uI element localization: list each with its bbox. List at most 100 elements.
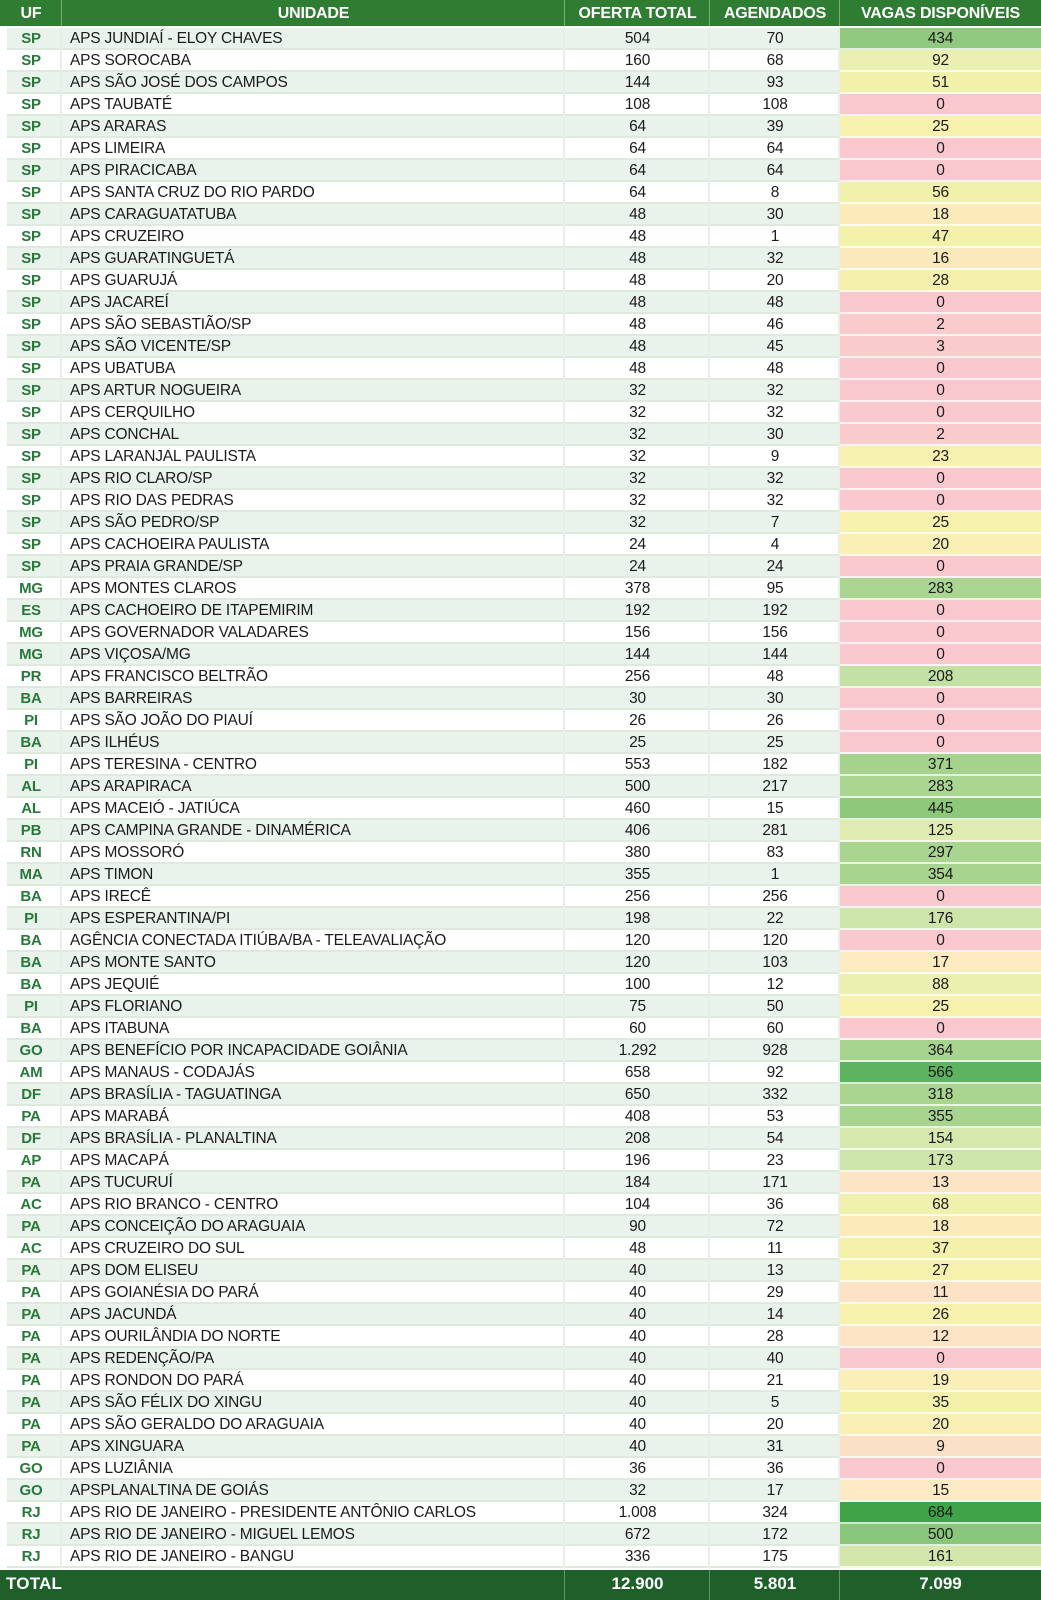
cell-oferta: 144: [565, 72, 710, 94]
cell-unidade: APS TERESINA - CENTRO: [62, 754, 565, 776]
table-row: PB APS CAMPINA GRANDE - DINAMÉRICA 406 281 1…: [0, 820, 1041, 842]
cell-unidade: APS JACUNDÁ: [62, 1304, 565, 1326]
table-row: DF APS BRASÍLIA - TAGUATINGA 650 332 318: [0, 1084, 1041, 1106]
cell-unidade: APS TUCURUÍ: [62, 1172, 565, 1194]
cell-uf: SP: [0, 490, 62, 512]
table-row: SP APS SANTA CRUZ DO RIO PARDO 64 8 56: [0, 182, 1041, 204]
cell-unidade: APS SOROCABA: [62, 50, 565, 72]
cell-oferta: 156: [565, 622, 710, 644]
cell-unidade: APS MARABÁ: [62, 1106, 565, 1128]
cell-vagas: 0: [840, 600, 1041, 622]
cell-uf: AC: [0, 1238, 62, 1260]
cell-unidade: APS RONDON DO PARÁ: [62, 1370, 565, 1392]
cell-uf: SP: [0, 28, 62, 50]
cell-oferta: 504: [565, 28, 710, 50]
table-row: MA APS TIMON 355 1 354: [0, 864, 1041, 886]
cell-oferta: 64: [565, 138, 710, 160]
cell-unidade: APS BRASÍLIA - TAGUATINGA: [62, 1084, 565, 1106]
cell-oferta: 64: [565, 116, 710, 138]
cell-unidade: APS ILHÉUS: [62, 732, 565, 754]
cell-unidade: APS RIO DE JANEIRO - MIGUEL LEMOS: [62, 1524, 565, 1546]
cell-unidade: APS OURILÂNDIA DO NORTE: [62, 1326, 565, 1348]
cell-uf: BA: [0, 886, 62, 908]
cell-oferta: 672: [565, 1524, 710, 1546]
cell-uf: SP: [0, 468, 62, 490]
cell-agendados: 22: [710, 908, 840, 930]
cell-agendados: 30: [710, 424, 840, 446]
cell-agendados: 30: [710, 688, 840, 710]
table-row: MG APS VIÇOSA/MG 144 144 0: [0, 644, 1041, 666]
cell-vagas: 18: [840, 1216, 1041, 1238]
cell-vagas: 12: [840, 1326, 1041, 1348]
cell-uf: SP: [0, 204, 62, 226]
cell-unidade: APS FLORIANO: [62, 996, 565, 1018]
total-agendados: 5.801: [710, 1568, 840, 1600]
cell-uf: SP: [0, 226, 62, 248]
table-row: PA APS SÃO GERALDO DO ARAGUAIA 40 20 20: [0, 1414, 1041, 1436]
cell-oferta: 75: [565, 996, 710, 1018]
cell-oferta: 40: [565, 1436, 710, 1458]
cell-unidade: APS IRECÊ: [62, 886, 565, 908]
cell-uf: AP: [0, 1150, 62, 1172]
cell-uf: GO: [0, 1458, 62, 1480]
cell-uf: GO: [0, 1480, 62, 1502]
table-row: SP APS SOROCABA 160 68 92: [0, 50, 1041, 72]
cell-oferta: 48: [565, 226, 710, 248]
cell-unidade: APS RIO DAS PEDRAS: [62, 490, 565, 512]
cell-vagas: 3: [840, 336, 1041, 358]
cell-agendados: 92: [710, 1062, 840, 1084]
cell-vagas: 25: [840, 116, 1041, 138]
cell-vagas: 19: [840, 1370, 1041, 1392]
cell-uf: PA: [0, 1172, 62, 1194]
cell-agendados: 332: [710, 1084, 840, 1106]
cell-unidade: APS GOIANÉSIA DO PARÁ: [62, 1282, 565, 1304]
cell-uf: AM: [0, 1062, 62, 1084]
cell-oferta: 380: [565, 842, 710, 864]
cell-vagas: 47: [840, 226, 1041, 248]
cell-agendados: 21: [710, 1370, 840, 1392]
cell-vagas: 17: [840, 952, 1041, 974]
table-row: SP APS CARAGUATATUBA 48 30 18: [0, 204, 1041, 226]
cell-vagas: 51: [840, 72, 1041, 94]
cell-agendados: 182: [710, 754, 840, 776]
cell-vagas: 92: [840, 50, 1041, 72]
cell-oferta: 64: [565, 182, 710, 204]
cell-vagas: 0: [840, 358, 1041, 380]
table-row: BA APS MONTE SANTO 120 103 17: [0, 952, 1041, 974]
table-row: MG APS MONTES CLAROS 378 95 283: [0, 578, 1041, 600]
cell-uf: SP: [0, 512, 62, 534]
cell-agendados: 36: [710, 1194, 840, 1216]
cell-uf: AL: [0, 776, 62, 798]
cell-agendados: 32: [710, 380, 840, 402]
cell-oferta: 24: [565, 534, 710, 556]
table-row: BA APS BARREIRAS 30 30 0: [0, 688, 1041, 710]
cell-unidade: APS ESPERANTINA/PI: [62, 908, 565, 930]
cell-uf: RJ: [0, 1502, 62, 1524]
cell-vagas: 0: [840, 688, 1041, 710]
cell-uf: PB: [0, 820, 62, 842]
cell-unidade: APS SÃO JOSÉ DOS CAMPOS: [62, 72, 565, 94]
total-oferta: 12.900: [565, 1568, 710, 1600]
cell-agendados: 15: [710, 798, 840, 820]
cell-vagas: 154: [840, 1128, 1041, 1150]
cell-vagas: 125: [840, 820, 1041, 842]
table-row: SP APS ARARAS 64 39 25: [0, 116, 1041, 138]
cell-uf: PA: [0, 1436, 62, 1458]
cell-oferta: 198: [565, 908, 710, 930]
cell-vagas: 500: [840, 1524, 1041, 1546]
cell-unidade: APS PIRACICABA: [62, 160, 565, 182]
cell-oferta: 658: [565, 1062, 710, 1084]
table-row: GO APS LUZIÂNIA 36 36 0: [0, 1458, 1041, 1480]
cell-unidade: APS JUNDIAÍ - ELOY CHAVES: [62, 28, 565, 50]
table-body: SP APS JUNDIAÍ - ELOY CHAVES 504 70 434 SP APS…: [0, 28, 1041, 1568]
cell-agendados: 1: [710, 864, 840, 886]
cell-agendados: 36: [710, 1458, 840, 1480]
cell-agendados: 17: [710, 1480, 840, 1502]
cell-uf: MG: [0, 644, 62, 666]
cell-unidade: APS JEQUIÉ: [62, 974, 565, 996]
table-row: PA APS XINGUARA 40 31 9: [0, 1436, 1041, 1458]
cell-oferta: 460: [565, 798, 710, 820]
cell-vagas: 297: [840, 842, 1041, 864]
cell-oferta: 32: [565, 424, 710, 446]
cell-uf: SP: [0, 424, 62, 446]
